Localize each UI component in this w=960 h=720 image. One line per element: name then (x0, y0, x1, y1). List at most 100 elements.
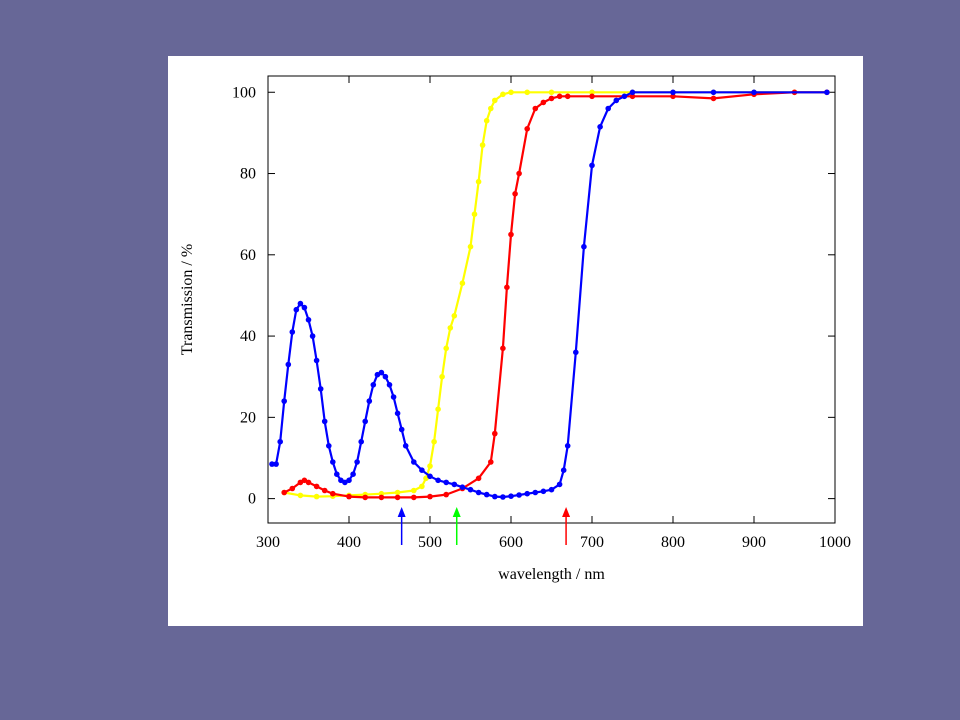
data-point (581, 243, 587, 250)
data-point (516, 492, 522, 498)
data-point (532, 105, 539, 112)
axes-frame (267, 75, 836, 524)
y-axis-title: Transmission / % (179, 244, 196, 355)
data-point (297, 492, 304, 499)
data-point (378, 494, 385, 501)
data-point (556, 481, 563, 488)
data-point (398, 426, 405, 433)
data-point (589, 89, 595, 96)
data-point (613, 97, 620, 104)
data-point (573, 349, 579, 356)
x-tick-label: 700 (580, 534, 604, 551)
data-point (447, 325, 454, 331)
data-point (350, 471, 356, 478)
data-point (313, 493, 320, 500)
arrow-marker (562, 507, 571, 545)
data-point (508, 89, 514, 96)
data-point (483, 117, 490, 124)
data-point (281, 489, 287, 496)
data-point (321, 418, 328, 425)
data-point (492, 97, 498, 104)
data-point (305, 479, 312, 486)
data-point (419, 467, 425, 474)
data-point (516, 170, 522, 177)
data-point (334, 471, 340, 478)
data-point (427, 493, 433, 500)
data-point (293, 306, 300, 313)
data-point (378, 369, 385, 376)
data-point (589, 93, 595, 100)
data-point (629, 93, 636, 100)
wavelength-arrows (397, 507, 571, 545)
data-point (402, 443, 409, 449)
x-tick-label: 1000 (819, 534, 851, 551)
series-line (272, 91, 827, 499)
transmission-chart: 300 400 500 600 700 800 900 1000 0 20 40 60 80 100 wa… (179, 75, 851, 583)
x-axis-title: wavelength / nm (498, 566, 605, 583)
data-point (285, 361, 292, 368)
x-tick-label: 300 (256, 534, 280, 551)
data-point (443, 491, 450, 498)
data-point (540, 488, 547, 495)
data-point (390, 394, 397, 400)
data-point (297, 300, 304, 307)
data-point (305, 317, 312, 323)
data-point (301, 304, 308, 311)
data-point (358, 438, 364, 445)
data-point (435, 406, 441, 413)
series-line (284, 91, 827, 498)
data-point (411, 494, 417, 501)
data-point (824, 89, 830, 96)
data-point (504, 284, 510, 291)
data-point (492, 430, 498, 437)
data-point (548, 89, 555, 96)
data-point (597, 124, 603, 130)
data-point (589, 162, 595, 169)
data-point (560, 467, 567, 474)
data-point (394, 494, 401, 501)
data-point (313, 483, 320, 490)
data-point (500, 345, 506, 352)
data-point (524, 126, 530, 132)
data-point (382, 373, 389, 380)
data-point (475, 475, 482, 482)
y-tick-label: 60 (240, 247, 256, 264)
data-point (492, 493, 498, 500)
data-point (524, 490, 530, 497)
data-point (451, 481, 458, 488)
data-point (346, 493, 352, 500)
y-tick-label: 80 (240, 166, 256, 183)
data-point (317, 386, 324, 392)
x-tick-label: 500 (418, 534, 442, 551)
data-point (564, 93, 571, 100)
data-point (443, 345, 450, 352)
x-tick-label: 400 (337, 534, 361, 551)
data-point (629, 89, 636, 96)
data-point (500, 494, 506, 500)
data-point (427, 473, 433, 480)
y-tick-label: 100 (232, 84, 256, 101)
axis-ticks: 300 400 500 600 700 800 900 1000 0 20 40 60 80 100 (232, 76, 851, 551)
data-point (435, 477, 441, 484)
series-2 (281, 89, 830, 501)
y-tick-label: 20 (240, 409, 256, 426)
y-tick-label: 40 (240, 328, 256, 345)
data-point (564, 443, 571, 449)
data-point (269, 461, 275, 467)
data-point (362, 494, 368, 501)
data-point (621, 93, 628, 100)
data-point (479, 142, 486, 148)
series-1 (281, 89, 830, 500)
x-tick-label: 600 (499, 534, 523, 551)
arrow-head (562, 507, 571, 517)
data-point (427, 463, 433, 469)
data-point (431, 438, 437, 445)
data-point (670, 89, 676, 96)
data-point (512, 191, 518, 197)
data-point (670, 93, 676, 100)
data-point (475, 178, 482, 185)
data-point (605, 105, 611, 112)
data-point (273, 461, 279, 467)
data-point (508, 493, 514, 500)
